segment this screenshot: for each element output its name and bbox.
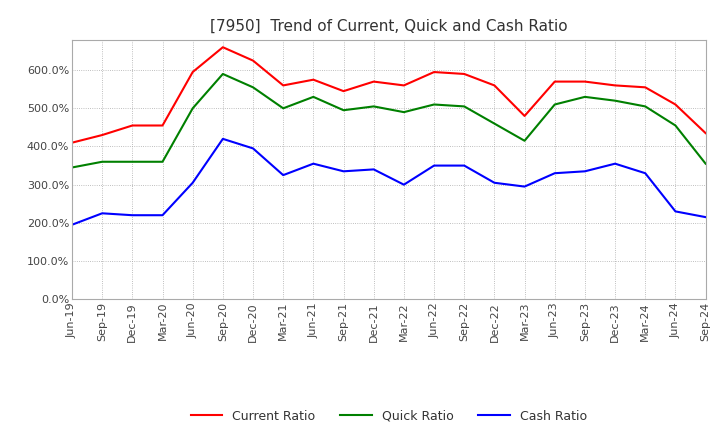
Cash Ratio	[189, 180, 197, 185]
Current Ratio	[490, 83, 499, 88]
Line: Current Ratio: Current Ratio	[72, 47, 706, 143]
Quick Ratio	[671, 123, 680, 128]
Quick Ratio	[580, 94, 589, 99]
Current Ratio	[369, 79, 378, 84]
Cash Ratio	[98, 211, 107, 216]
Quick Ratio	[641, 104, 649, 109]
Current Ratio	[68, 140, 76, 145]
Current Ratio	[580, 79, 589, 84]
Cash Ratio	[671, 209, 680, 214]
Current Ratio	[641, 84, 649, 90]
Quick Ratio	[430, 102, 438, 107]
Quick Ratio	[189, 106, 197, 111]
Quick Ratio	[309, 94, 318, 99]
Current Ratio	[219, 44, 228, 50]
Quick Ratio	[339, 108, 348, 113]
Current Ratio	[279, 83, 287, 88]
Current Ratio	[550, 79, 559, 84]
Legend: Current Ratio, Quick Ratio, Cash Ratio: Current Ratio, Quick Ratio, Cash Ratio	[186, 405, 592, 428]
Quick Ratio	[490, 121, 499, 126]
Current Ratio	[158, 123, 167, 128]
Cash Ratio	[490, 180, 499, 185]
Quick Ratio	[219, 71, 228, 77]
Title: [7950]  Trend of Current, Quick and Cash Ratio: [7950] Trend of Current, Quick and Cash …	[210, 19, 567, 34]
Cash Ratio	[158, 213, 167, 218]
Quick Ratio	[611, 98, 619, 103]
Current Ratio	[128, 123, 137, 128]
Cash Ratio	[641, 171, 649, 176]
Cash Ratio	[369, 167, 378, 172]
Quick Ratio	[369, 104, 378, 109]
Cash Ratio	[460, 163, 469, 168]
Current Ratio	[430, 70, 438, 75]
Current Ratio	[309, 77, 318, 82]
Current Ratio	[248, 58, 257, 63]
Quick Ratio	[460, 104, 469, 109]
Cash Ratio	[521, 184, 529, 189]
Cash Ratio	[701, 214, 710, 220]
Quick Ratio	[248, 84, 257, 90]
Current Ratio	[339, 88, 348, 94]
Quick Ratio	[521, 138, 529, 143]
Current Ratio	[611, 83, 619, 88]
Line: Cash Ratio: Cash Ratio	[72, 139, 706, 225]
Cash Ratio	[611, 161, 619, 166]
Quick Ratio	[701, 161, 710, 166]
Current Ratio	[98, 132, 107, 138]
Cash Ratio	[248, 146, 257, 151]
Quick Ratio	[98, 159, 107, 165]
Current Ratio	[460, 71, 469, 77]
Current Ratio	[400, 83, 408, 88]
Quick Ratio	[68, 165, 76, 170]
Cash Ratio	[339, 169, 348, 174]
Quick Ratio	[400, 110, 408, 115]
Cash Ratio	[309, 161, 318, 166]
Current Ratio	[671, 102, 680, 107]
Cash Ratio	[550, 171, 559, 176]
Quick Ratio	[550, 102, 559, 107]
Current Ratio	[521, 114, 529, 119]
Current Ratio	[701, 131, 710, 136]
Cash Ratio	[400, 182, 408, 187]
Quick Ratio	[158, 159, 167, 165]
Cash Ratio	[580, 169, 589, 174]
Line: Quick Ratio: Quick Ratio	[72, 74, 706, 168]
Current Ratio	[189, 70, 197, 75]
Cash Ratio	[279, 172, 287, 178]
Cash Ratio	[219, 136, 228, 142]
Cash Ratio	[430, 163, 438, 168]
Cash Ratio	[68, 222, 76, 227]
Quick Ratio	[128, 159, 137, 165]
Cash Ratio	[128, 213, 137, 218]
Quick Ratio	[279, 106, 287, 111]
